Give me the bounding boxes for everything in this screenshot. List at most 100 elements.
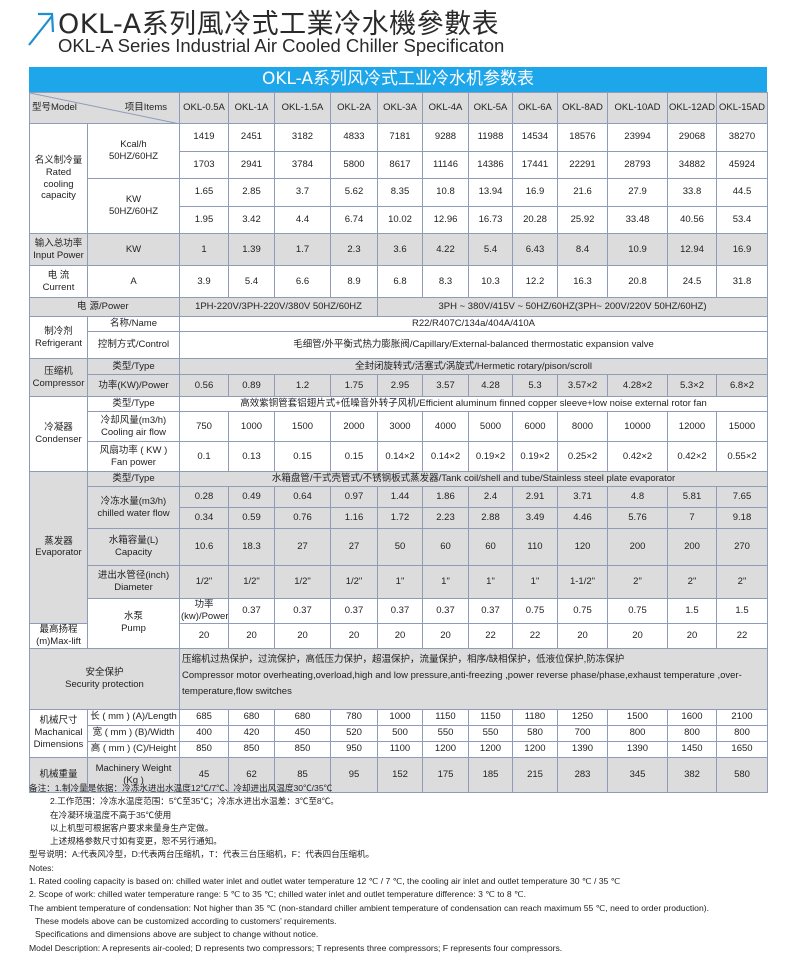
input-power-label: 输入总功率 Input Power: [29, 233, 88, 266]
chilled-flow-50-okl-12ad: 5.81: [667, 486, 717, 508]
pump-power-okl-2a: 0.37: [377, 598, 423, 624]
airflow-okl-6a: 6000: [512, 411, 558, 442]
input-power-okl-0.5a: 1: [179, 233, 229, 266]
kcal-60-okl-2a: 5800: [330, 150, 378, 179]
note-cn-line: 在冷凝环境温度不高于35℃使用: [50, 809, 172, 820]
compressor-power-okl-10ad: 4.28×2: [607, 374, 668, 397]
height-okl-15ad: 1650: [716, 740, 768, 758]
height-okl-6a: 1200: [512, 740, 558, 758]
width-okl-6a: 580: [512, 724, 558, 742]
kcal-60-okl-8ad: 22291: [557, 150, 608, 179]
fan-power-okl-3a: 0.14×2: [377, 441, 423, 472]
max-lift-okl-8ad: 20: [557, 622, 608, 649]
current-okl-12ad: 24.5: [667, 265, 717, 298]
kcal-60-okl-15ad: 45924: [716, 150, 768, 179]
pump-power-label: 功率(kw)/Power: [179, 598, 229, 624]
chilled-flow-60-okl-10ad: 5.76: [607, 507, 668, 529]
fan-power-okl-8ad: 0.25×2: [557, 441, 608, 472]
kcal-50-okl-5a: 11988: [468, 123, 513, 152]
condenser-type: 高效紫铜管套铝翅片式+低噪音外转子风机/Efficient aluminum f…: [179, 396, 768, 412]
kw-50-okl-6a: 16.9: [512, 178, 558, 207]
height-okl-2a: 950: [330, 740, 378, 758]
chilled-flow-50-okl-10ad: 4.8: [607, 486, 668, 508]
model-header: OKL-2A: [330, 92, 378, 124]
pump-label: 水泵 Pump: [87, 598, 180, 649]
airflow-okl-15ad: 15000: [716, 411, 768, 442]
length-okl-4a: 1150: [422, 708, 469, 726]
note-en-line: Notes:: [29, 862, 54, 873]
height-label: 高 ( mm ) (C)/Height: [87, 740, 180, 758]
table-row: 输入总功率 Input Power KW 1 1.39 1.7 2.3 3.6 4.22 5.4…: [29, 233, 768, 266]
security-label: 安全保护 Security protection: [29, 647, 180, 710]
model-header: OKL-4A: [422, 92, 469, 124]
refrigerant-control: 毛细管/外平衡式热力膨胀阀/Capillary/External-balance…: [179, 331, 768, 359]
pipe-diameter-okl-0.5a: 1/2": [179, 565, 229, 599]
length-okl-1a: 680: [228, 708, 275, 726]
table-row: KW 50HZ/60HZ 1.65 2.85 3.7 5.62 8.35 10.8 13.94…: [30, 178, 768, 234]
current-okl-8ad: 16.3: [557, 265, 608, 298]
airflow-label: 冷却风量(m3/h) Cooling air flow: [87, 411, 180, 442]
airflow-okl-1.5a: 1500: [274, 411, 331, 442]
kw-50-okl-4a: 10.8: [422, 178, 469, 207]
chilled-flow-50-okl-5a: 2.4: [468, 486, 513, 508]
length-okl-15ad: 2100: [716, 708, 768, 726]
kw-50-okl-10ad: 27.9: [607, 178, 668, 207]
kcal-60-okl-10ad: 28793: [607, 150, 668, 179]
pipe-diameter-okl-10ad: 2": [607, 565, 668, 599]
model-header: OKL-5A: [468, 92, 513, 124]
condenser-label: 冷凝器 Condenser: [29, 396, 88, 472]
refrigerant-name: R22/R407C/134a/404A/410A: [179, 316, 768, 332]
kcal-unit: Kcal/h 50HZ/60HZ: [87, 123, 180, 179]
weight-okl-0.5a: 45: [179, 756, 229, 793]
pipe-diameter-label: 进出水管径(inch) Diameter: [87, 565, 180, 599]
chilled-flow-60-okl-1a: 0.59: [228, 507, 275, 529]
current-okl-15ad: 31.8: [716, 265, 768, 298]
current-okl-5a: 10.3: [468, 265, 513, 298]
table-row: 蒸发器 Evaporator 类型/Type 水箱盘管/干式壳管式/不锈钢板式蒸发器…: [29, 471, 768, 624]
table-row: 控制方式/Control 毛细管/外平衡式热力膨胀阀/Capillary/Exte…: [30, 331, 768, 359]
weight-label: 机械重量: [29, 756, 88, 793]
height-okl-0.5a: 850: [179, 740, 229, 758]
kcal-50-okl-1.5a: 3182: [274, 123, 331, 152]
compressor-power-okl-2a: 1.75: [330, 374, 378, 397]
chilled-flow-60-okl-1.5a: 0.76: [274, 507, 331, 529]
input-power-okl-6a: 6.43: [512, 233, 558, 266]
model-header: OKL-8AD: [557, 92, 608, 124]
table-row: 型号Model 项目Items OKL-0.5A OKL-1A OKL-1.5A OKL-…: [29, 92, 768, 124]
compressor-power-okl-15ad: 6.8×2: [716, 374, 768, 397]
note-cn-line: 以上机型可根据客户要求来量身生产定做。: [50, 822, 214, 833]
chilled-flow-60-okl-5a: 2.88: [468, 507, 513, 529]
table-row: 高 ( mm ) (C)/Height 850 850 850 950 1100 1200 1…: [30, 740, 768, 758]
table-row: 冷却风量(m3/h) Cooling air flow 750 1000 1500 20…: [30, 411, 768, 442]
compressor-power-okl-0.5a: 0.56: [179, 374, 229, 397]
tank-capacity-okl-3a: 50: [377, 528, 423, 566]
max-lift-okl-0.5a: 20: [179, 622, 229, 649]
input-power-unit: KW: [87, 233, 180, 266]
height-okl-12ad: 1450: [667, 740, 717, 758]
chilled-flow-60-okl-2a: 1.16: [330, 507, 378, 529]
width-okl-1.5a: 450: [274, 724, 331, 742]
chilled-flow-60-okl-15ad: 9.18: [716, 507, 768, 529]
chilled-flow-60-okl-12ad: 7: [667, 507, 717, 529]
tank-capacity-okl-6a: 110: [512, 528, 558, 566]
table-row: 1703 2941 3784 5800 8617 11146 14386 17441 22291…: [30, 150, 768, 179]
chilled-flow-60-okl-4a: 2.23: [422, 507, 469, 529]
model-header: OKL-1A: [228, 92, 275, 124]
width-label: 宽 ( mm ) (B)/Width: [87, 724, 180, 742]
kw-60-okl-2a: 6.74: [330, 205, 378, 234]
tank-capacity-okl-0.5a: 10.6: [179, 528, 229, 566]
kw-50-okl-2a: 5.62: [330, 178, 378, 207]
diagonal-divider: [30, 93, 176, 123]
power-supply-label-a: 电: [29, 297, 88, 317]
kcal-60-okl-6a: 17441: [512, 150, 558, 179]
height-okl-5a: 1200: [468, 740, 513, 758]
header-corner: 型号Model 项目Items: [29, 92, 180, 124]
input-power-okl-4a: 4.22: [422, 233, 469, 266]
input-power-okl-1.5a: 1.7: [274, 233, 331, 266]
kcal-50-okl-6a: 14534: [512, 123, 558, 152]
spec-table-container: OKL-A系列风冷式工业冷水机参数表 型号Model 项目Items OKL-0.5…: [29, 67, 768, 793]
refrigerant-label: 制冷剂 Refrigerant: [29, 316, 88, 359]
fan-power-okl-12ad: 0.42×2: [667, 441, 717, 472]
current-okl-3a: 6.8: [377, 265, 423, 298]
compressor-power-okl-1a: 0.89: [228, 374, 275, 397]
